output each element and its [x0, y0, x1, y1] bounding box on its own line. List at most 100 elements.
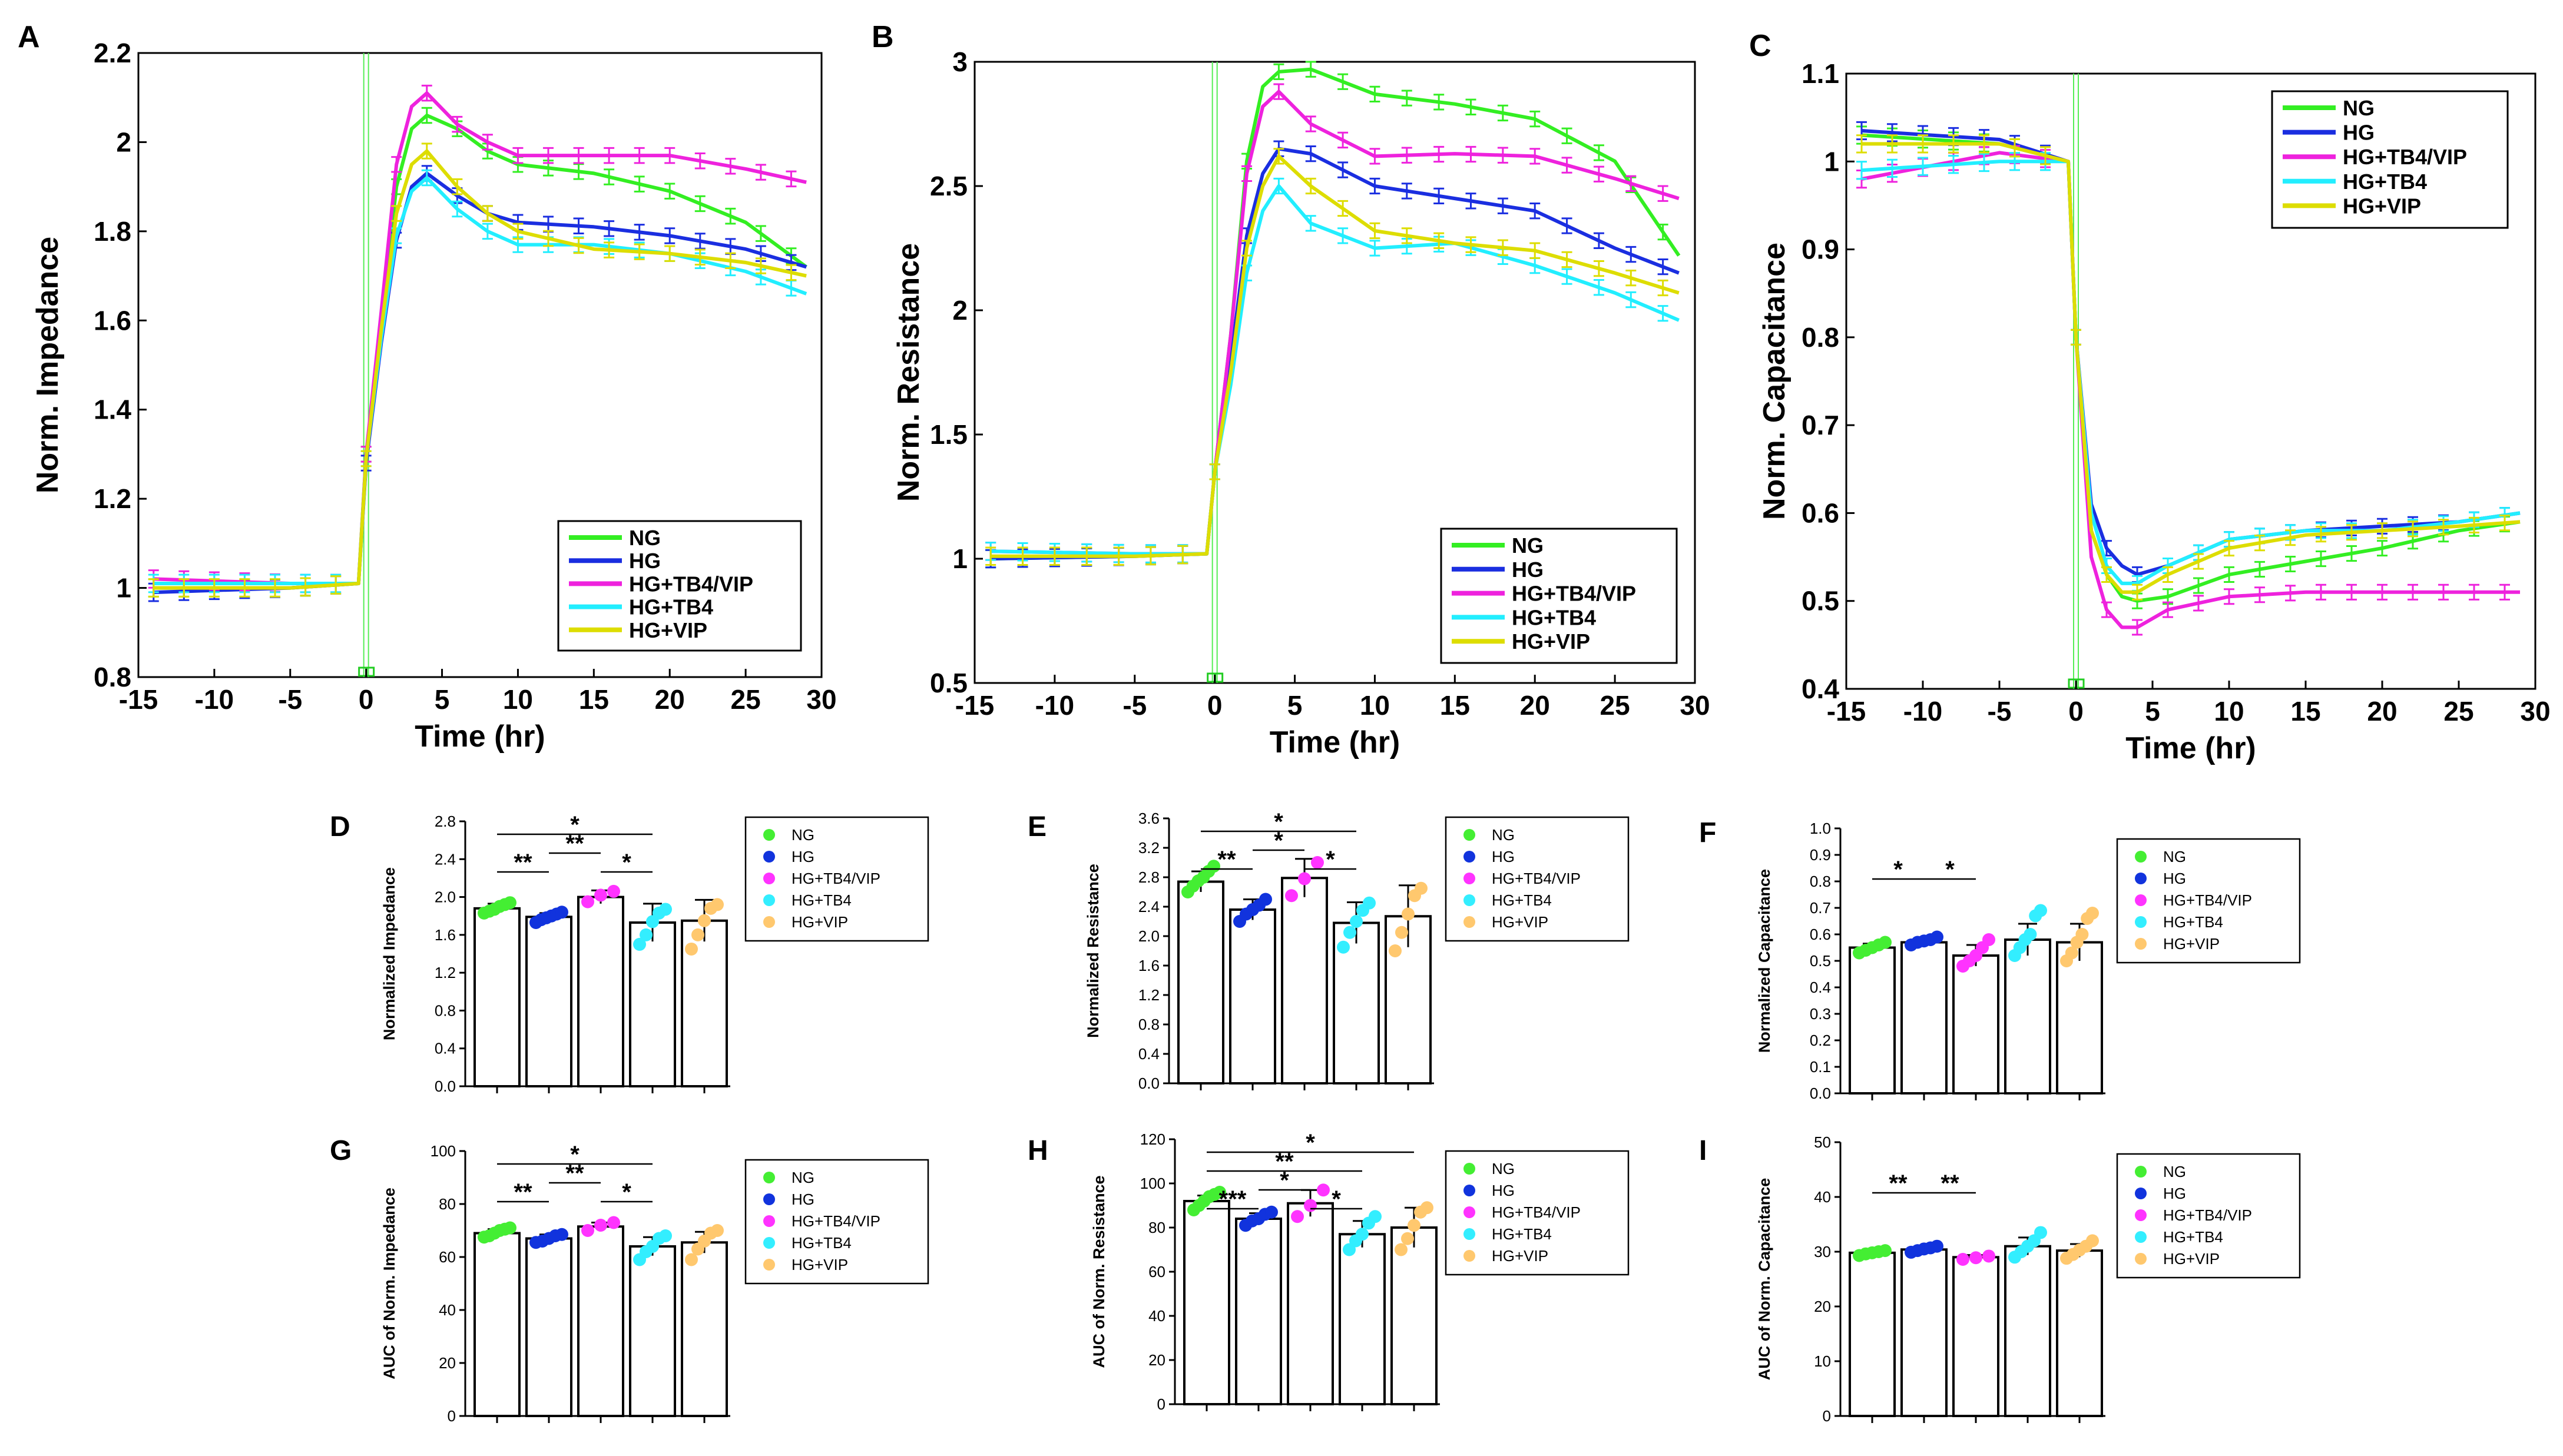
legend-entry: HG [1512, 558, 1544, 582]
data-point [1298, 872, 1311, 885]
y-tick-label: 2.0 [1138, 927, 1160, 945]
x-tick-label: 0 [1207, 690, 1223, 721]
panel-label: B [872, 20, 894, 54]
significance-label: * [570, 1142, 580, 1168]
legend-entry: HG+TB4 [1512, 605, 1596, 629]
data-point [659, 903, 672, 916]
treatment-marker-box [1207, 672, 1216, 683]
x-tick-label: 15 [1440, 690, 1470, 721]
legend-dot [763, 1193, 775, 1205]
chart-D: D 0.0 0.4 0.8 1.2 1.6 2.0 2.4 2.8 Normalized Impe… [330, 811, 929, 1095]
legend-dot [1463, 851, 1475, 863]
panel-label: H [1028, 1135, 1048, 1166]
panel-label: F [1699, 817, 1716, 848]
data-point [2034, 1226, 2047, 1239]
legend-dot [1463, 1185, 1475, 1196]
x-tick-label: -15 [119, 684, 158, 715]
y-tick-label: 1 [116, 573, 131, 603]
legend-entry: HG+TB4/VIP [1492, 1203, 1581, 1221]
bar-HG [525, 916, 572, 1087]
y-tick-label: 1.5 [930, 419, 968, 450]
legend-entry: HG [1492, 848, 1515, 865]
x-tick-label: 5 [435, 684, 450, 715]
data-point [1395, 1243, 1408, 1256]
data-point [1402, 907, 1415, 921]
x-tick-label: 30 [1680, 690, 1710, 721]
y-tick-label: 0.5 [930, 668, 968, 698]
legend-entry: HG+TB4/VIP [1512, 582, 1636, 606]
chart-H: H 0 20 40 60 80 100 120 AUC of Norm. Resistance *… [1028, 1130, 1630, 1413]
legend-dot [1463, 894, 1475, 906]
data-point [1879, 1244, 1892, 1258]
bar-HG+TB4/VIP [1287, 1202, 1334, 1405]
chart-C: C -15 -10 -5 0 5 10 15 20 25 30 0.4 0.5 0.6 0.7 0.8 0.9 1… [1749, 29, 2551, 765]
data-point [607, 884, 620, 898]
significance-label: * [622, 1179, 631, 1205]
x-tick-label: 15 [579, 684, 609, 715]
significance-label: * [1332, 1186, 1341, 1212]
y-tick-label: 0.8 [1802, 322, 1839, 353]
treatment-marker-box [2068, 678, 2077, 689]
legend-entry: NG [2343, 96, 2375, 120]
data-point [1389, 944, 1402, 957]
bar-HG [1229, 908, 1276, 1084]
data-point [1265, 1205, 1278, 1219]
treatment-marker-box [358, 666, 367, 677]
y-tick-label: 0.9 [1802, 234, 1839, 265]
y-axis-title: Normalized Resistance [1084, 864, 1102, 1038]
y-tick-label: 1.0 [1810, 820, 1831, 837]
data-point [685, 1253, 698, 1266]
panel-label: E [1028, 811, 1047, 843]
legend-dot [1463, 916, 1475, 928]
y-tick-label: 0.4 [1810, 979, 1831, 996]
y-tick-label: 1.1 [1802, 58, 1839, 89]
x-tick-label: 5 [2145, 696, 2160, 727]
y-tick-label: 0.0 [435, 1077, 456, 1095]
y-tick-label: 3.2 [1138, 839, 1160, 857]
data-point [1982, 1249, 1995, 1263]
bar-HG+TB4 [2004, 1245, 2051, 1417]
y-tick-label: 0.4 [1138, 1045, 1160, 1063]
legend-entry: HG+TB4/VIP [792, 870, 880, 887]
y-tick-label: 1.8 [94, 216, 131, 247]
chart-F: F 0.0 0.1 0.2 0.3 0.4 0.5 0.6 0.7 0.8 0.9 1.0 Normal… [1699, 817, 2301, 1102]
chart-I: I 0 10 20 30 40 50 AUC of Norm. Capacitance ** **… [1699, 1133, 2301, 1425]
bar-HG+TB4/VIP [577, 896, 624, 1087]
y-tick-label: 0.0 [1810, 1084, 1831, 1102]
series-line-HG [991, 147, 1680, 560]
significance-label: ** [1941, 1170, 1959, 1196]
data-point [1969, 1251, 1982, 1265]
legend-entry: NG [792, 1169, 814, 1186]
x-tick-label: -5 [278, 684, 302, 715]
bar-HG [1235, 1218, 1282, 1405]
legend-entry: HG [792, 1190, 814, 1208]
legend-entry: HG [2343, 121, 2375, 145]
legend-dot [2135, 851, 2147, 863]
legend-entry: HG [2163, 1185, 2186, 1202]
significance-label: * [1306, 1130, 1315, 1156]
y-axis-title: AUC of Norm. Resistance [1090, 1175, 1108, 1368]
panel-label: D [330, 811, 350, 843]
treatment-marker-box [2075, 678, 2085, 689]
y-axis-title: Norm. Capacitance [1757, 243, 1792, 520]
legend-dot [763, 916, 775, 928]
y-tick-label: 0.8 [94, 662, 131, 692]
y-tick-label: 0.5 [1802, 586, 1839, 616]
legend-entry: HG+TB4/VIP [629, 572, 753, 596]
x-axis-title: Time (hr) [2125, 731, 2256, 765]
x-tick-label: 30 [806, 684, 836, 715]
significance-label: ** [1275, 1149, 1294, 1175]
data-point [1291, 1210, 1304, 1223]
legend-entry: HG+VIP [629, 618, 707, 642]
significance-label: * [1280, 1168, 1289, 1193]
legend-entry: NG [1492, 1160, 1515, 1178]
data-point [698, 914, 711, 927]
data-point [1337, 940, 1350, 954]
bar-HG+TB4/VIP [1952, 954, 1999, 1095]
y-tick-label: 1 [1824, 146, 1839, 177]
treatment-marker-box [1214, 672, 1224, 683]
significance-label: * [570, 812, 580, 838]
legend-entry: NG [792, 826, 814, 844]
chart-E: E 0.0 0.4 0.8 1.2 1.6 2.0 2.4 2.8 3.2 3.6 Normalize… [1028, 809, 1630, 1092]
